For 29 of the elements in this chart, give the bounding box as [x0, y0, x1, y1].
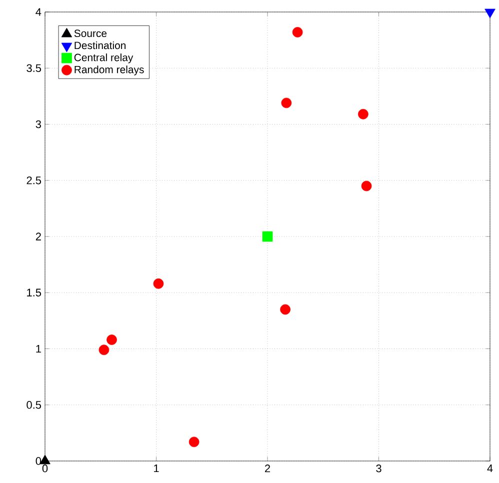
- point: [358, 108, 368, 120]
- y-tick-label: 0.5: [26, 401, 42, 409]
- y-tick-label: 4: [36, 8, 42, 16]
- point: [106, 334, 117, 345]
- point: [98, 344, 110, 356]
- point: [292, 27, 303, 38]
- point: [281, 98, 292, 108]
- x-tick-label: 1: [154, 464, 159, 472]
- legend-label: Destination: [74, 41, 126, 50]
- point: [262, 231, 273, 242]
- x-tick-label: 0: [42, 464, 48, 472]
- x-tick-label: 4: [487, 464, 493, 472]
- point: [484, 8, 496, 18]
- y-tick-label: 1: [36, 344, 41, 353]
- point: [361, 180, 372, 192]
- legend-label: Source: [74, 30, 107, 38]
- point: [153, 278, 164, 289]
- point: [188, 436, 200, 448]
- y-tick-label: 0: [36, 457, 42, 465]
- y-tick-label: 2: [36, 232, 41, 240]
- y-tick-label: 2.5: [26, 176, 42, 184]
- point: [280, 304, 290, 315]
- legend-label: Random relays: [74, 66, 144, 76]
- y-tick-label: 1.5: [27, 288, 42, 296]
- x-tick-label: 3: [376, 464, 382, 472]
- x-tick-label: 2: [265, 464, 270, 472]
- y-tick-label: 3.5: [26, 64, 42, 72]
- legend-label: Central relay: [74, 54, 134, 64]
- y-tick-label: 3: [36, 120, 41, 128]
